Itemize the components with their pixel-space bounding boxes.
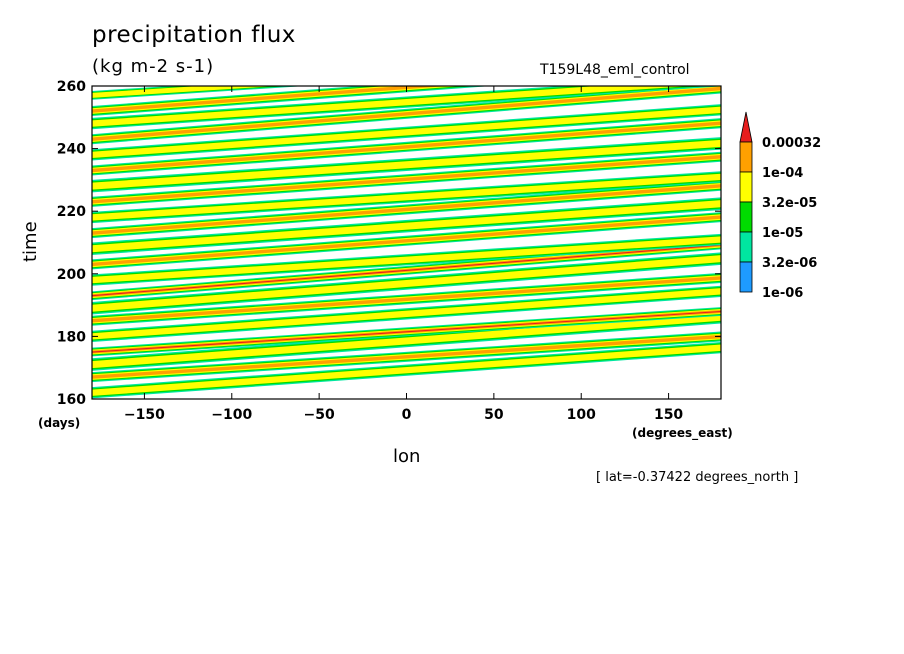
band-10-level-3 <box>92 200 721 253</box>
colorbar: 0.00032 1e-04 3.2e-05 1e-05 3.2e-06 1e-06 <box>739 111 821 301</box>
band-20-level-2 <box>92 86 291 99</box>
band-8-level-3 <box>92 236 721 284</box>
band-19-level-2 <box>92 86 477 115</box>
band-7-level-5 <box>92 244 721 297</box>
band-15-level-4 <box>92 121 721 173</box>
band-1-level-4 <box>92 334 721 379</box>
band-19-level-4 <box>92 86 448 113</box>
colorbar-segment <box>739 171 753 203</box>
colorbar-segment <box>739 261 753 293</box>
x-axis-label: lon <box>393 446 421 467</box>
colorbar-segment <box>739 231 753 263</box>
x-tick-label: 0 <box>402 407 412 423</box>
colorbar-extend-max <box>739 111 753 143</box>
colorbar-label: 1e-06 <box>762 286 803 301</box>
y-tick-label: 160 <box>57 392 86 408</box>
band-14-level-3 <box>92 139 721 190</box>
band-13-level-4 <box>92 155 721 204</box>
colorbar-segment <box>739 141 753 173</box>
band-20-level-3 <box>92 86 276 98</box>
band-4-level-3 <box>92 288 721 340</box>
band-0-level-3 <box>92 344 721 396</box>
colorbar-label: 1e-04 <box>762 166 803 181</box>
x-tick-label: 150 <box>654 407 683 423</box>
run-label: T159L48_eml_control <box>540 62 690 78</box>
colorbar-label: 1e-05 <box>762 226 803 241</box>
y-tick-label: 240 <box>57 142 86 158</box>
band-19-level-1 <box>92 86 492 117</box>
band-16-level-3 <box>92 106 721 159</box>
contour-bands <box>92 86 721 399</box>
band-18-level-2 <box>92 86 709 128</box>
colorbar-segment <box>739 201 753 233</box>
band-18-level-3 <box>92 86 691 127</box>
band-19-level-3 <box>92 86 463 114</box>
y-tick-label: 220 <box>57 204 86 220</box>
x-tick-label: 50 <box>484 407 504 423</box>
band-6-level-3 <box>92 255 721 312</box>
y-tick-label: 200 <box>57 267 86 283</box>
y-axis-units: (days) <box>38 416 81 430</box>
x-tick-label: −100 <box>211 407 252 423</box>
x-axis-units: (degrees_east) <box>632 426 733 440</box>
band-9-level-4 <box>92 215 721 267</box>
band-3-level-5 <box>92 310 721 353</box>
colorbar-label: 3.2e-05 <box>762 196 817 211</box>
band-17-level-4 <box>92 86 721 141</box>
x-axis-ticks: −150 −100 −50 0 50 100 150 <box>124 86 683 423</box>
y-tick-label: 180 <box>57 329 86 345</box>
x-tick-label: 100 <box>567 407 596 423</box>
band-12-level-3 <box>92 173 721 221</box>
x-tick-label: −50 <box>304 407 335 423</box>
colorbar-label: 0.00032 <box>762 136 821 151</box>
band-11-level-4 <box>92 184 721 235</box>
band-2-level-3 <box>92 313 721 369</box>
chart-title: precipitation flux <box>92 22 296 48</box>
y-axis-ticks: 160 180 200 220 240 260 <box>57 79 721 408</box>
chart-units: (kg m-2 s-1) <box>92 56 215 77</box>
y-tick-label: 260 <box>57 79 86 95</box>
colorbar-label: 3.2e-06 <box>762 256 817 271</box>
x-tick-label: −150 <box>124 407 165 423</box>
latitude-annotation: [ lat=-0.37422 degrees_north ] <box>596 470 799 485</box>
band-18-level-1 <box>92 86 721 130</box>
band-5-level-4 <box>92 276 721 323</box>
